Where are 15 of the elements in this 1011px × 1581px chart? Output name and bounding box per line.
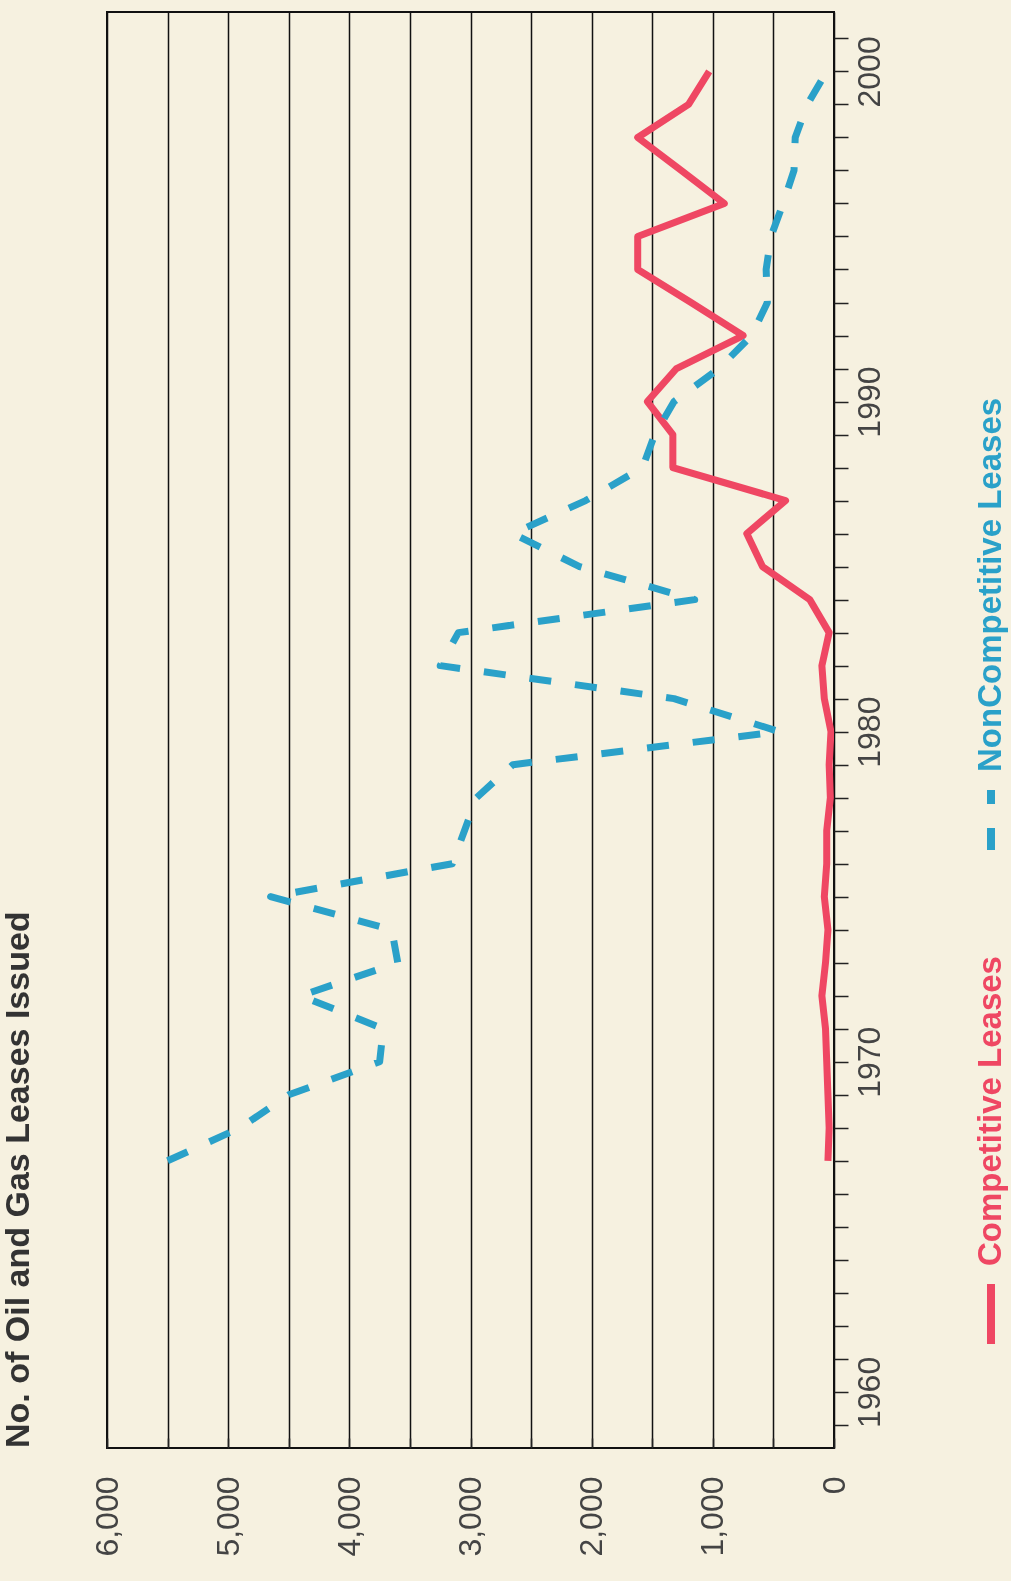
x-tick-label: 4,000 — [330, 1476, 367, 1557]
x-tick-label: 2,000 — [573, 1476, 610, 1557]
y-tick-label: 1960 — [850, 1356, 887, 1428]
y-tick-label: 1970 — [850, 1026, 887, 1098]
y-tick-label: 1990 — [850, 366, 887, 438]
y-tick-label: 1980 — [850, 696, 887, 768]
text: NonCompetitive Leases — [971, 397, 1008, 772]
x-tick-label: 5,000 — [209, 1476, 246, 1557]
x-tick-label: 6,000 — [88, 1476, 125, 1557]
x-tick-label: 0 — [815, 1476, 852, 1495]
text: No. of Oil and Gas Leases Issued — [0, 911, 36, 1448]
text: Competitive Leases — [971, 956, 1008, 1266]
x-tick-label: 3,000 — [452, 1476, 488, 1557]
x-tick-label: 1,000 — [694, 1476, 731, 1557]
y-tick-label: 2000 — [850, 36, 887, 108]
